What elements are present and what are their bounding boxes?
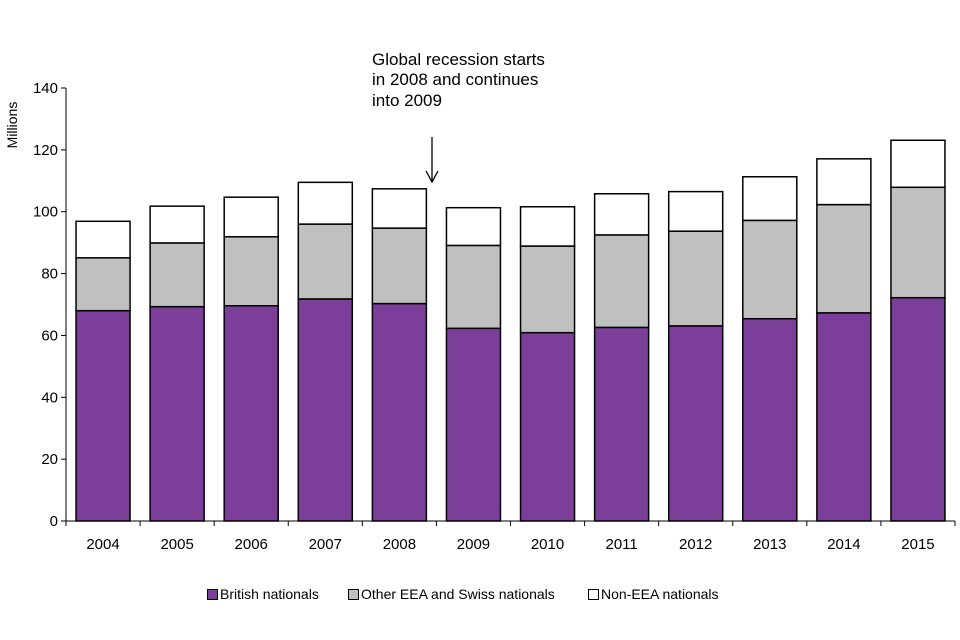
bar-segment-british-2012 [667,325,724,522]
bar-segment-other-eea-2006 [223,236,279,307]
bar-segment-non-eea-2009 [445,206,502,247]
annotation-arrow-head [425,170,439,184]
bar-segment-non-eea-2010 [519,206,576,247]
x-tick-label: 2006 [235,536,268,553]
y-tick-label: 60 [41,327,58,344]
y-axis-label: Millions [4,102,20,149]
bar-segment-other-eea-2009 [445,244,502,330]
bar-segment-british-2004 [75,309,131,522]
bar-segment-non-eea-2011 [593,193,650,236]
y-tick-label: 20 [41,451,58,468]
bar-segment-non-eea-2005 [149,205,205,244]
y-tick-label: 0 [50,513,58,530]
bar-segment-british-2013 [742,317,798,522]
bar-segment-non-eea-2014 [816,158,872,206]
legend-item-other-eea: Other EEA and Swiss nationals [348,586,555,602]
legend-item-british: British nationals [207,586,319,602]
x-tick-label: 2011 [605,536,637,553]
bar-segment-other-eea-2013 [742,219,798,320]
x-tick-label: 2015 [901,536,934,553]
bar-segment-british-2008 [371,302,428,522]
x-ticks: 2004 2005 2006 2007 2008 2009 2010 2011 2012 2013… [65,521,956,553]
bar-segment-british-2009 [445,327,502,522]
legend: British nationals Other EEA and Swiss na… [0,586,960,606]
bar-segment-non-eea-2006 [223,196,279,238]
annotation-line-1: Global recession starts [372,50,545,69]
recession-annotation: Global recession starts in 2008 and cont… [372,50,545,184]
bar-segment-british-2014 [816,312,872,522]
x-tick-label: 2013 [753,536,786,553]
y-tick-label: 40 [41,389,58,406]
legend-swatch-non-eea [588,588,599,600]
bar-segment-other-eea-2014 [816,203,872,314]
y-tick-label: 120 [33,142,58,159]
bar-segment-other-eea-2015 [890,186,946,299]
bar-segment-non-eea-2013 [742,176,798,222]
x-tick-label: 2008 [383,536,416,553]
bar-segment-other-eea-2008 [371,227,428,305]
bar-segment-other-eea-2012 [667,230,724,327]
bar-segment-non-eea-2012 [667,190,724,232]
x-tick-label: 2010 [531,536,564,553]
bar-segment-british-2010 [519,331,576,522]
x-tick-label: 2009 [457,536,490,553]
bar-segment-non-eea-2008 [371,188,428,229]
x-tick-label: 2012 [679,536,712,553]
bar-segment-other-eea-2004 [75,257,131,312]
bar-segment-british-2015 [890,296,946,522]
x-tick-label: 2005 [160,536,193,553]
x-tick-label: 2004 [86,536,119,553]
bar-segment-other-eea-2010 [519,245,576,334]
bar-segment-other-eea-2005 [149,242,205,308]
bar-segment-british-2005 [149,305,205,522]
bar-segment-british-2011 [593,326,650,522]
y-tick-label: 140 [33,80,58,97]
x-tick-label: 2014 [827,536,860,553]
legend-swatch-other-eea [348,588,359,600]
bar-segment-other-eea-2011 [593,234,650,329]
bar-segment-other-eea-2007 [297,223,354,300]
legend-label-non-eea: Non-EEA nationals [601,586,719,602]
legend-label-british: British nationals [220,586,319,602]
bar-segment-non-eea-2015 [890,139,946,189]
bar-segment-non-eea-2004 [75,220,131,259]
legend-label-other-eea: Other EEA and Swiss nationals [361,586,555,602]
annotation-line-2: in 2008 and continues [372,70,538,89]
y-ticks: 0 20 40 60 80 100 120 140 [33,80,66,530]
bar-segment-non-eea-2007 [297,181,354,225]
y-tick-label: 100 [33,204,58,221]
bar-segment-british-2007 [297,298,354,522]
annotation-line-3: into 2009 [372,91,442,110]
x-tick-label: 2007 [309,536,342,553]
legend-swatch-british [207,588,218,600]
y-tick-label: 80 [41,266,58,283]
bar-segment-british-2006 [223,304,279,522]
bars-group [75,139,946,522]
legend-item-non-eea: Non-EEA nationals [588,586,719,602]
